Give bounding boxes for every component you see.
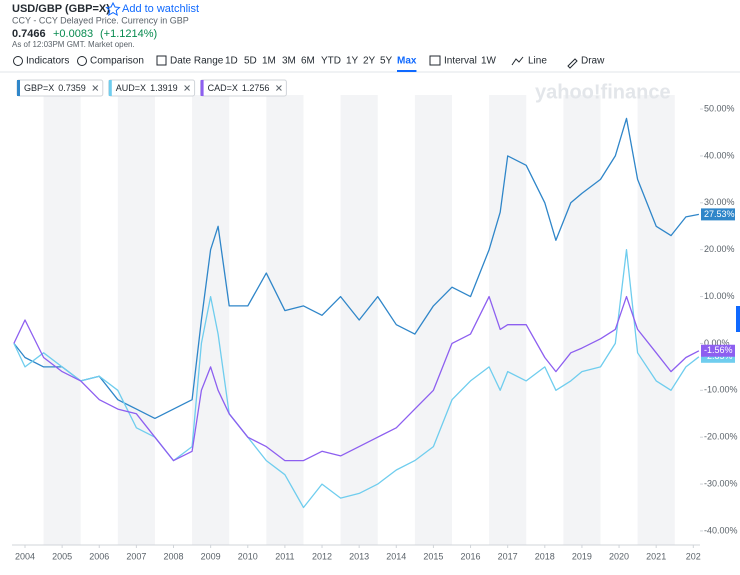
x-tick-label: 2016 xyxy=(461,551,481,561)
range-button[interactable]: 6M xyxy=(301,56,315,67)
legend-close[interactable] xyxy=(276,85,282,91)
range-button[interactable]: 2Y xyxy=(363,56,376,67)
year-band xyxy=(563,95,601,545)
range-button[interactable]: 1M xyxy=(262,56,276,67)
legend-name: AUD=X xyxy=(116,83,146,93)
x-tick-label: 2009 xyxy=(201,551,221,561)
series-line xyxy=(13,249,700,509)
legend-value: 0.7359 xyxy=(58,83,86,93)
legend-value: 1.3919 xyxy=(150,83,178,93)
line-icon xyxy=(511,56,524,66)
indicators-button[interactable]: Indicators xyxy=(26,56,69,67)
year-band xyxy=(43,95,81,545)
scroll-handle[interactable] xyxy=(736,306,740,332)
x-tick-label: 2017 xyxy=(498,551,518,561)
timestamp: As of 12:03PM GMT. Market open. xyxy=(12,40,135,49)
interval-value[interactable]: 1W xyxy=(481,56,497,67)
x-tick-label: 2007 xyxy=(126,551,146,561)
source: CCY - CCY Delayed Price. Currency in GBP xyxy=(12,15,189,25)
legend-swatch xyxy=(200,80,204,96)
legend-swatch xyxy=(17,80,20,96)
legend-value: 1.2756 xyxy=(242,83,270,93)
legend-item[interactable]: CAD=X 1.2756 xyxy=(200,79,287,97)
calendar-icon xyxy=(156,55,167,66)
y-tick-label: 30.00% xyxy=(704,197,735,207)
watchlist-link[interactable]: Add to watchlist xyxy=(122,3,199,15)
range-button[interactable]: 1Y xyxy=(346,56,359,67)
plus-icon xyxy=(77,56,87,66)
y-tick-label: 50.00% xyxy=(704,103,735,113)
end-label-box xyxy=(701,344,735,357)
symbol: USD/GBP (GBP=X) xyxy=(12,3,110,15)
draw-button[interactable]: Draw xyxy=(581,56,605,67)
year-band xyxy=(637,95,675,545)
legend-name: GBP=X xyxy=(24,83,54,93)
series-line xyxy=(13,117,700,420)
x-tick-label: 2014 xyxy=(386,551,406,561)
x-tick-label: 202 xyxy=(686,551,701,561)
y-tick-label: -10.00% xyxy=(704,385,738,395)
date-range-button[interactable]: Date Range xyxy=(170,56,224,67)
end-label: -1.56% xyxy=(704,345,733,355)
x-tick-label: 2004 xyxy=(15,551,35,561)
end-label: 27.53% xyxy=(704,209,735,219)
plus-icon xyxy=(13,56,23,66)
legend-close[interactable] xyxy=(92,85,99,91)
range-button[interactable]: 3M xyxy=(282,56,296,67)
year-band xyxy=(117,95,155,545)
year-band xyxy=(192,95,230,545)
y-tick-label: 40.00% xyxy=(704,150,735,160)
series-line xyxy=(13,295,700,462)
x-tick-label: 2018 xyxy=(535,551,555,561)
x-tick-label: 2021 xyxy=(646,551,666,561)
y-tick-label: 20.00% xyxy=(704,244,735,254)
comparison-button[interactable]: Comparison xyxy=(90,56,144,67)
legend-swatch xyxy=(108,80,112,96)
change-percent: (+1.1214%) xyxy=(100,28,157,40)
range-button[interactable]: Max xyxy=(397,56,417,67)
interval-label[interactable]: Interval xyxy=(444,56,477,67)
y-tick-label: -20.00% xyxy=(704,432,738,442)
star-icon[interactable] xyxy=(105,1,121,16)
x-tick-label: 2015 xyxy=(423,551,443,561)
chart-type[interactable]: Line xyxy=(528,56,547,67)
interval-icon xyxy=(429,55,441,66)
x-tick-label: 2013 xyxy=(349,551,369,561)
x-tick-label: 2011 xyxy=(275,551,294,561)
x-tick-label: 2008 xyxy=(163,551,183,561)
range-button[interactable]: 5Y xyxy=(380,56,393,67)
year-band xyxy=(414,95,452,545)
x-tick-label: 2012 xyxy=(312,551,332,561)
x-tick-label: 2010 xyxy=(238,551,258,561)
watermark: yahoo!finance xyxy=(535,81,671,103)
y-tick-label: 10.00% xyxy=(704,291,735,301)
range-button[interactable]: 5D xyxy=(244,56,257,67)
y-tick-label: 0.00% xyxy=(704,338,730,348)
year-band xyxy=(489,95,527,545)
end-label-box xyxy=(701,208,735,221)
x-tick-label: 2020 xyxy=(609,551,629,561)
y-tick-label: -40.00% xyxy=(704,525,738,535)
x-tick-label: 2005 xyxy=(52,551,72,561)
draw-icon xyxy=(567,58,578,69)
range-button[interactable]: YTD xyxy=(321,56,341,67)
legend-name: CAD=X xyxy=(208,83,238,93)
legend-item[interactable]: AUD=X 1.3919 xyxy=(108,79,196,97)
x-tick-label: 2019 xyxy=(572,551,592,561)
legend-item[interactable]: GBP=X 0.7359 xyxy=(16,79,104,97)
price: 0.7466 xyxy=(12,28,46,40)
change: +0.0083 xyxy=(53,28,93,40)
year-band xyxy=(266,95,304,545)
x-tick-label: 2006 xyxy=(89,551,109,561)
legend-close[interactable] xyxy=(184,85,190,91)
y-tick-label: -30.00% xyxy=(704,478,738,488)
range-selected xyxy=(397,70,417,72)
range-button[interactable]: 1D xyxy=(225,56,238,67)
